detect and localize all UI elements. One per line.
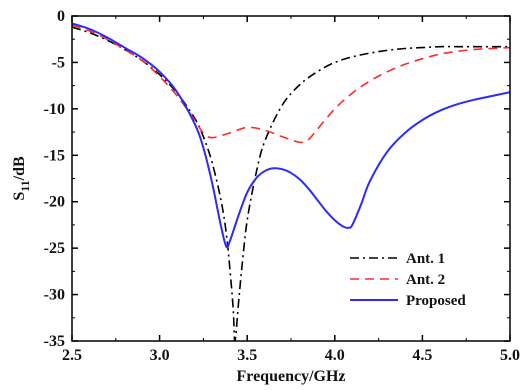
y-axis-title-subscript: 11 xyxy=(18,180,32,191)
legend-label-proposed: Proposed xyxy=(406,293,466,309)
x-tick-label: 4.0 xyxy=(325,347,345,364)
x-tick-label: 2.5 xyxy=(62,347,82,364)
legend: Ant. 1 Ant. 2 Proposed xyxy=(350,251,466,309)
y-tick-label: -15 xyxy=(44,147,65,164)
y-tick-label: -5 xyxy=(52,54,65,71)
x-tick-label: 5.0 xyxy=(500,347,520,364)
series-line-proposed xyxy=(72,22,510,249)
x-tick-label: 4.5 xyxy=(412,347,432,364)
y-tick-label: 0 xyxy=(57,8,65,25)
series-line-ant-1 xyxy=(72,26,510,341)
series-line-ant-2 xyxy=(72,24,510,144)
y-tick-label: -35 xyxy=(44,333,65,350)
legend-label-ant-2: Ant. 2 xyxy=(406,272,445,288)
x-axis-title: Frequency/GHz xyxy=(236,368,345,385)
y-tick-label: -30 xyxy=(44,287,65,304)
x-tick-label: 3.5 xyxy=(237,347,257,364)
y-tick-label: -10 xyxy=(44,101,65,118)
y-axis-title-main: S xyxy=(11,192,28,201)
x-tick-label: 3.0 xyxy=(150,347,170,364)
y-tick-label: -20 xyxy=(44,194,65,211)
legend-label-ant-1: Ant. 1 xyxy=(406,251,445,267)
tick-layer: 2.5 3.0 3.5 4.0 4.5 5.0 0 -5 -10 -15 -20 -25 -30 -35 xyxy=(44,8,520,364)
y-axis-title-unit: /dB xyxy=(11,156,28,181)
y-tick-label: -25 xyxy=(44,240,65,257)
y-axis-title: S11/dB xyxy=(11,156,32,201)
series-layer xyxy=(72,22,510,341)
